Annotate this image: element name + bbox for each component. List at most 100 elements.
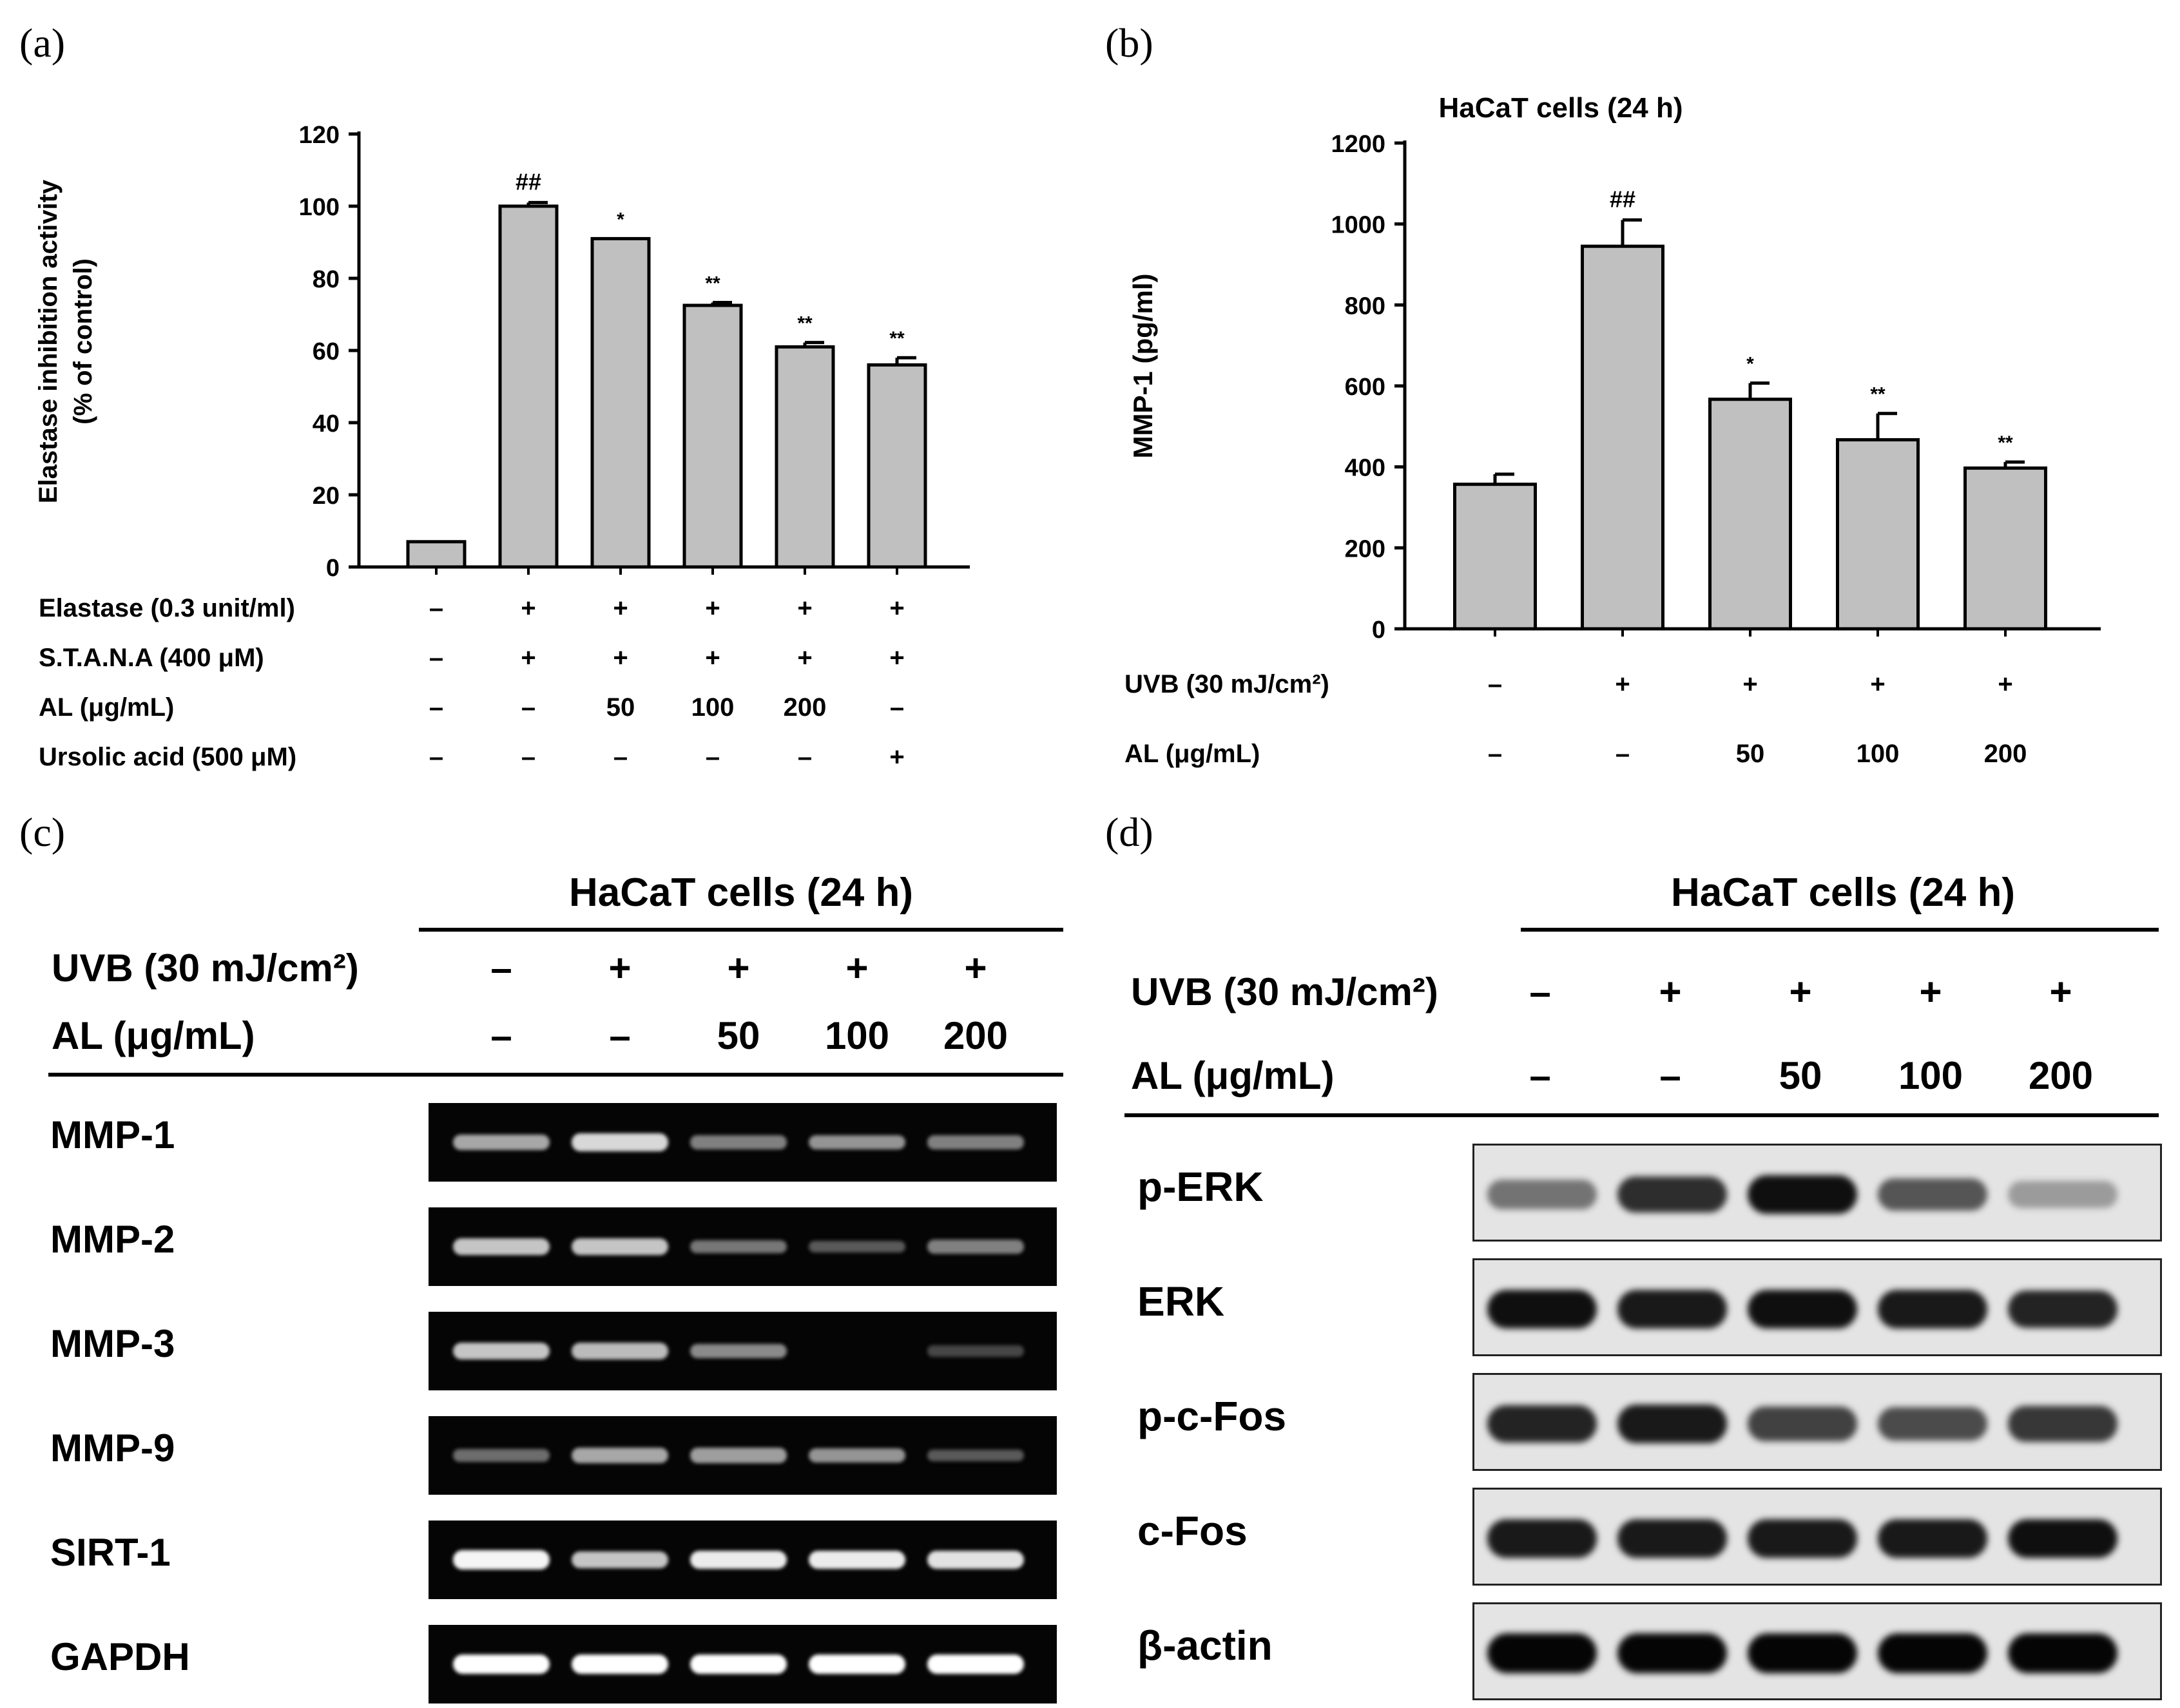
condition-cell: – — [1659, 1054, 1681, 1097]
y-tick-label: 120 — [299, 122, 340, 149]
band-lane-strip — [429, 1312, 1057, 1390]
blot-d-title: HaCaT cells (24 h) — [1670, 870, 2016, 915]
bar — [867, 363, 927, 569]
band-row-label: GAPDH — [50, 1635, 190, 1678]
condition-cell: – — [490, 1014, 512, 1057]
band — [1878, 1406, 1987, 1441]
band — [1617, 1290, 1727, 1329]
band — [809, 1240, 905, 1253]
significance-label: ** — [889, 328, 905, 349]
band-row-label: MMP-9 — [50, 1426, 175, 1470]
band-row-label: p-c-Fos — [1137, 1393, 1287, 1439]
condition-cell: + — [613, 594, 628, 622]
condition-cell: + — [889, 594, 905, 622]
condition-cell: – — [705, 743, 720, 771]
band — [453, 1343, 550, 1359]
condition-row-label: AL (μg/mL) — [1131, 1054, 1335, 1097]
condition-row-label: S.T.A.N.A (400 μM) — [39, 644, 264, 672]
panel-label-c: (c) — [19, 809, 66, 855]
condition-cell: + — [608, 946, 632, 990]
condition-cell: 50 — [1735, 740, 1765, 768]
condition-cell: 100 — [824, 1014, 890, 1057]
condition-cell: + — [1659, 970, 1682, 1013]
band-row-label: MMP-2 — [50, 1218, 175, 1261]
condition-cell: 50 — [1779, 1054, 1822, 1097]
y-tick-label: 800 — [1345, 293, 1385, 320]
condition-cell: + — [845, 946, 869, 990]
condition-cell: + — [797, 594, 813, 622]
band-row-label: ERK — [1137, 1278, 1225, 1325]
condition-cell: + — [1998, 670, 2013, 698]
y-tick-label: 1200 — [1331, 131, 1385, 158]
condition-cell: – — [521, 693, 536, 722]
band — [927, 1240, 1024, 1254]
band — [927, 1655, 1024, 1674]
significance-label: ** — [797, 313, 813, 334]
band — [809, 1448, 905, 1463]
band-lane-strip — [429, 1521, 1057, 1599]
condition-cell: + — [1870, 670, 1886, 698]
condition-row-label: Elastase (0.3 unit/ml) — [39, 594, 295, 622]
y-tick-label: 80 — [313, 266, 340, 293]
y-tick-label: 400 — [1345, 455, 1385, 482]
condition-cell: + — [727, 946, 750, 990]
band — [1878, 1290, 1987, 1329]
band — [453, 1655, 550, 1674]
band — [1748, 1289, 1857, 1329]
band-lane-strip — [1472, 1144, 2162, 1242]
condition-cell: + — [521, 594, 536, 622]
chart-b-title: HaCaT cells (24 h) — [1438, 92, 1683, 124]
condition-cell: – — [490, 946, 512, 990]
band-lane-strip — [1472, 1488, 2162, 1586]
band — [1748, 1633, 1857, 1673]
condition-cell: + — [1615, 670, 1630, 698]
condition-cell: + — [521, 644, 536, 672]
mmp1-bar-chart: HaCaT cells (24 h) MMP-1 (pg/ml) 0 200 400… — [1128, 92, 2101, 644]
condition-cell: – — [429, 743, 444, 771]
chart-b-ylabel: MMP-1 (pg/ml) — [1128, 274, 1158, 459]
band — [690, 1135, 787, 1149]
band — [453, 1550, 550, 1569]
condition-cell: 50 — [606, 693, 635, 722]
band — [1487, 1633, 1597, 1673]
condition-cell: – — [429, 594, 444, 622]
band — [927, 1345, 1024, 1357]
panel-label-b: (b) — [1105, 20, 1153, 66]
band-lane-strip — [429, 1625, 1057, 1703]
condition-cell: + — [1919, 970, 1942, 1013]
bar — [1581, 244, 1664, 631]
significance-label: * — [617, 209, 624, 230]
band-row-label: β-actin — [1137, 1622, 1273, 1669]
band — [1487, 1405, 1597, 1443]
panel-label-d: (d) — [1105, 809, 1153, 855]
y-tick-label: 200 — [1345, 535, 1385, 562]
band — [809, 1655, 905, 1674]
band — [690, 1344, 787, 1358]
condition-cell: – — [797, 743, 813, 771]
y-tick-label: 600 — [1345, 374, 1385, 401]
band-row-label: p-ERK — [1137, 1164, 1264, 1210]
condition-row-label: UVB (30 mJ/cm²) — [1124, 670, 1329, 698]
condition-cell: + — [1789, 970, 1812, 1013]
significance-label: ## — [1610, 186, 1635, 212]
y-tick-label: 0 — [1372, 617, 1385, 644]
bar — [1836, 438, 1920, 631]
band-lane-strip — [1472, 1258, 2162, 1356]
band-row-label: c-Fos — [1137, 1508, 1248, 1554]
y-tick-label: 0 — [326, 555, 340, 582]
condition-cell: – — [1529, 970, 1551, 1013]
band-lane-strip — [429, 1103, 1057, 1182]
band — [927, 1135, 1024, 1149]
elastase-bar-chart: Elastase inhibition activity (% of contr… — [34, 122, 970, 582]
condition-cell: 200 — [783, 693, 827, 722]
condition-cell: – — [429, 693, 444, 722]
condition-cell: + — [705, 644, 720, 672]
significance-label: ** — [1998, 432, 2013, 454]
condition-cell: 200 — [1983, 740, 2027, 768]
band — [453, 1449, 550, 1462]
band — [572, 1551, 668, 1568]
bar — [590, 236, 651, 569]
condition-cell: 50 — [717, 1014, 760, 1057]
band — [2008, 1519, 2117, 1559]
condition-row-label: AL (μg/mL) — [39, 693, 175, 722]
